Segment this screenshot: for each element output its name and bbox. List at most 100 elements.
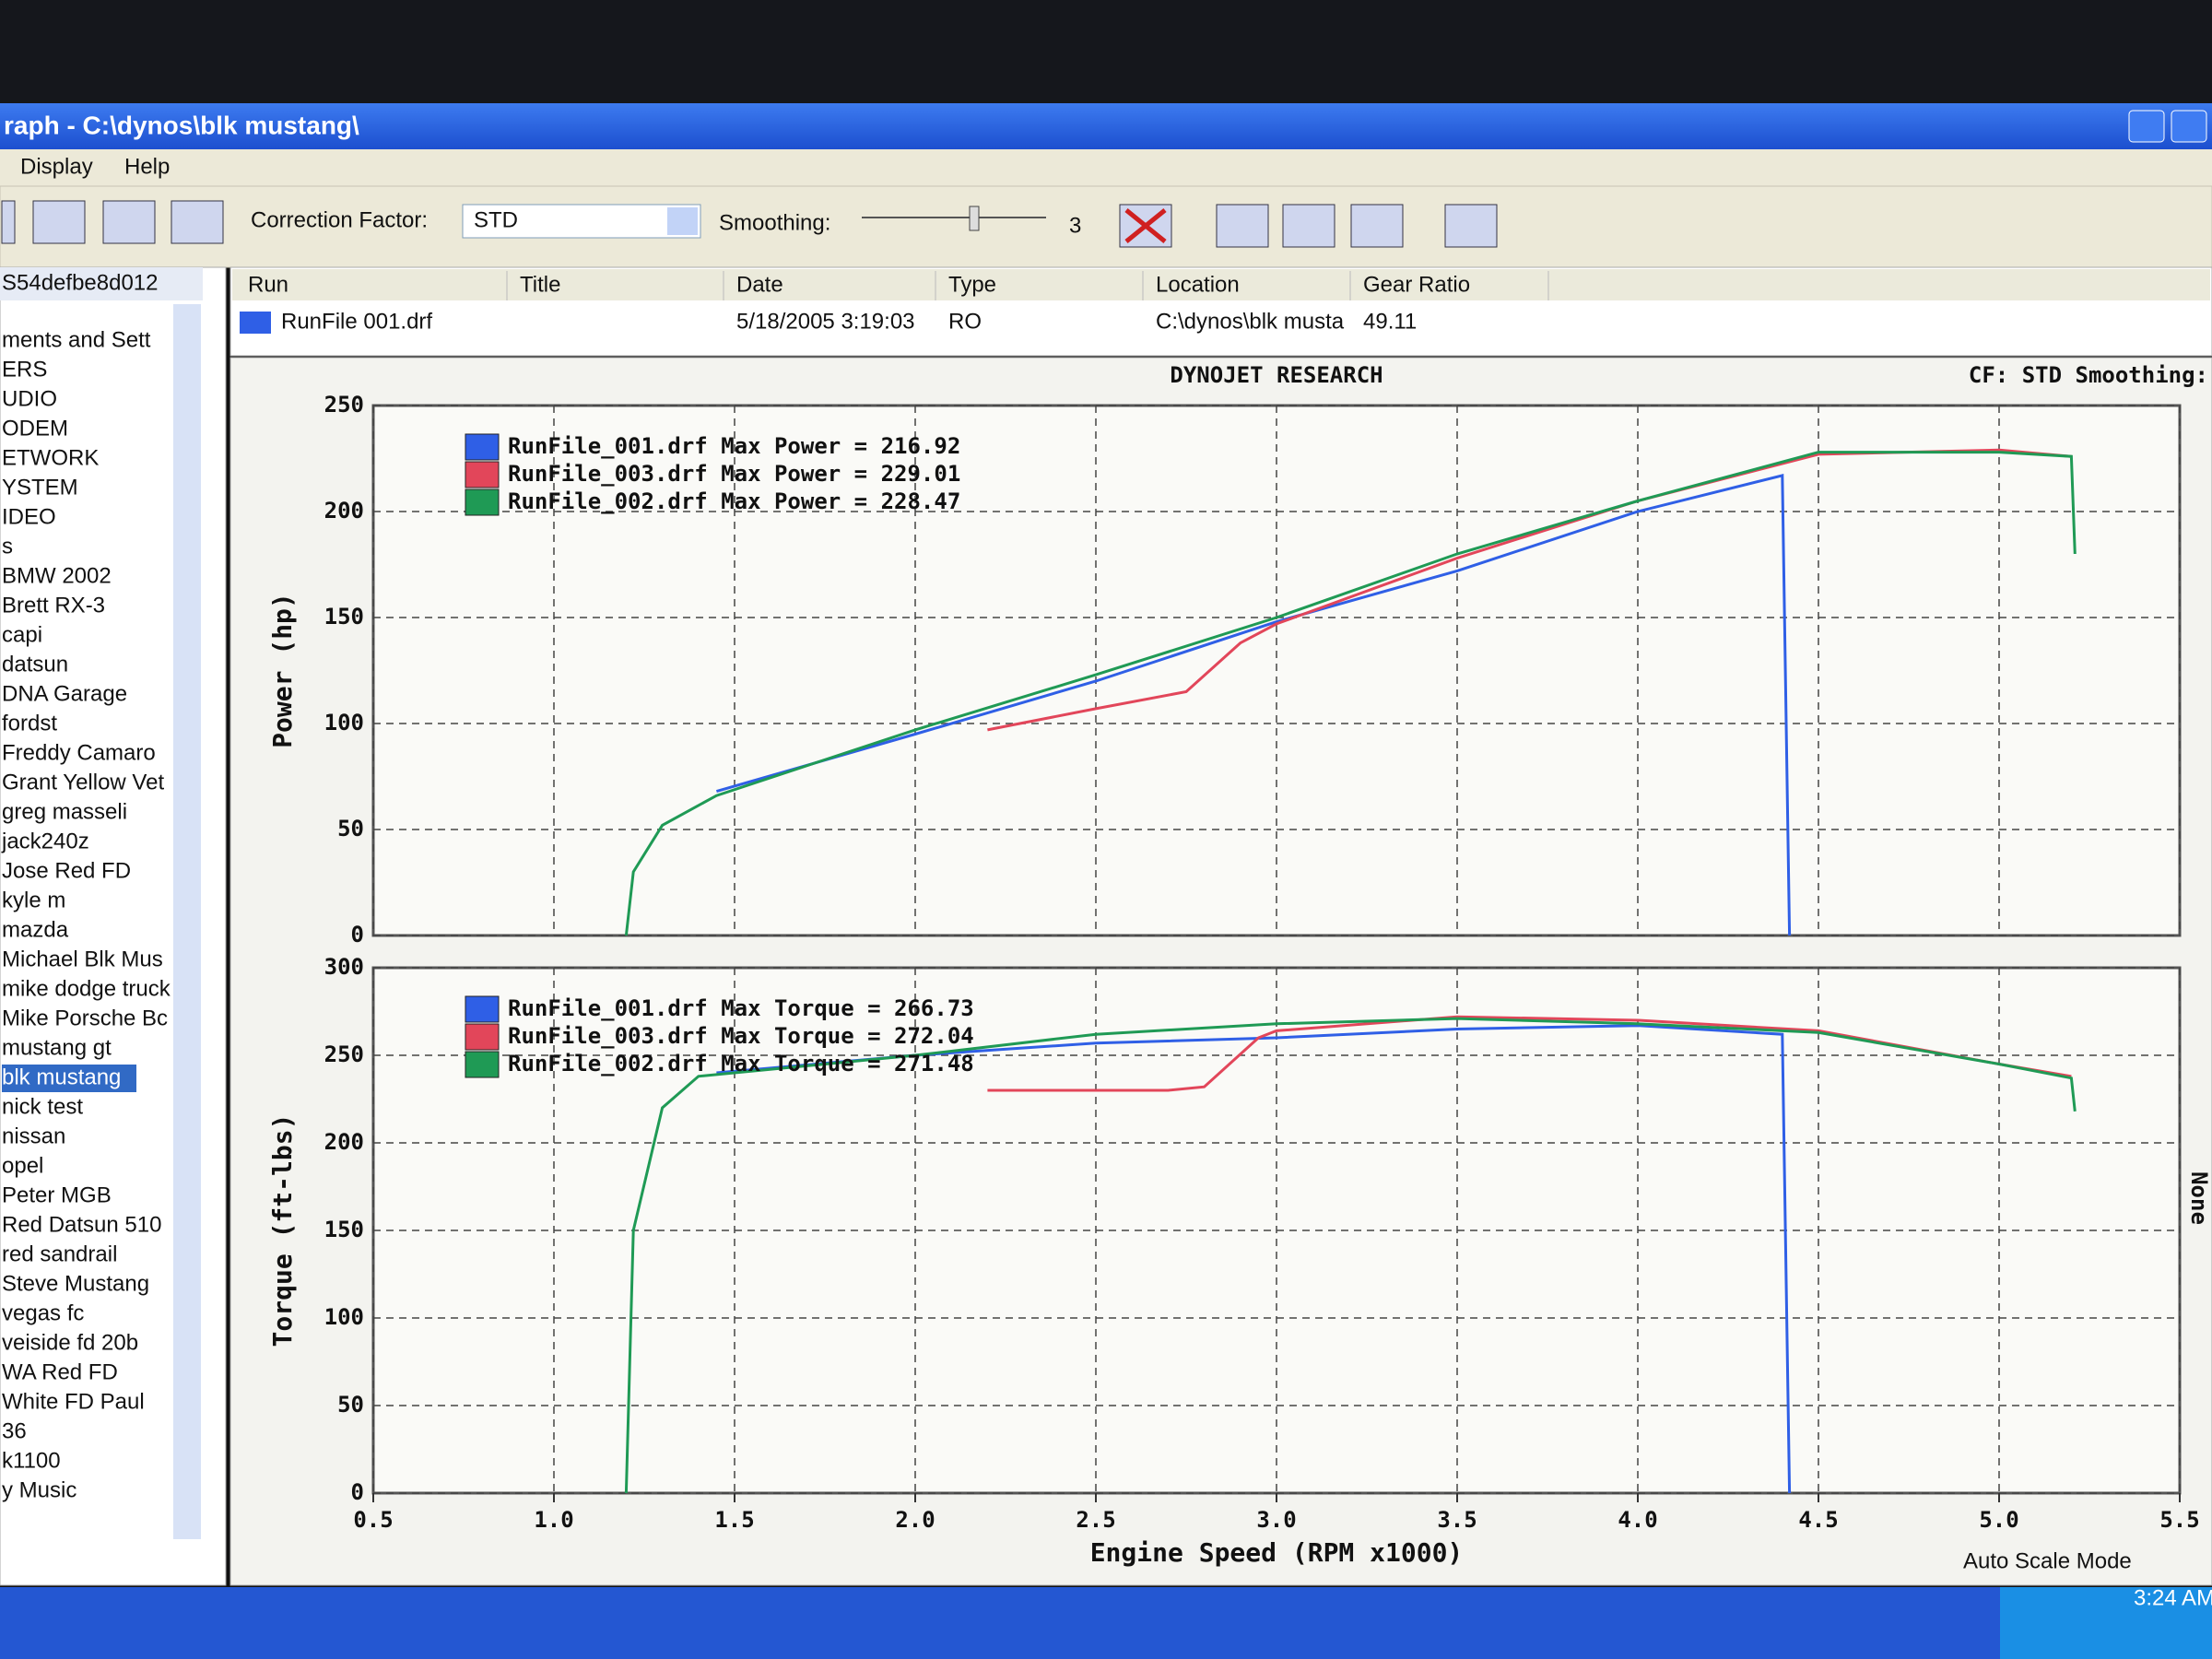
tree-item[interactable]: Michael Blk Mus — [2, 947, 163, 971]
x-tick-label: 2.0 — [895, 1507, 935, 1533]
tree-item[interactable]: Freddy Camaro — [2, 740, 156, 765]
tree-item[interactable]: 36 — [2, 1418, 27, 1443]
tree-item[interactable]: opel — [2, 1153, 43, 1178]
tree-item[interactable]: DNA Garage — [2, 681, 127, 706]
x-axis-label: Engine Speed (RPM x1000) — [1090, 1537, 1464, 1568]
tree-item[interactable]: Peter MGB — [2, 1182, 112, 1207]
table-header-bg — [232, 269, 2210, 300]
tool-icon[interactable] — [1, 200, 16, 244]
tree-item[interactable]: ODEM — [2, 416, 68, 441]
tree-item[interactable]: ETWORK — [2, 445, 99, 470]
tree-item[interactable]: Brett RX-3 — [2, 593, 105, 618]
legend-entry: RunFile_003.drf Max Power = 229.01 — [508, 461, 960, 487]
tree-item[interactable]: jack240z — [1, 829, 89, 853]
y-tick-label: 250 — [324, 1041, 364, 1067]
tree-item[interactable]: mike dodge truck — [2, 976, 171, 1001]
tool-icon[interactable] — [1282, 204, 1335, 248]
tree-item[interactable]: y Music — [2, 1477, 76, 1502]
y-tick-label: 0 — [351, 1479, 364, 1505]
tree-item[interactable]: IDEO — [2, 504, 56, 529]
tree-item[interactable]: Jose Red FD — [2, 858, 131, 883]
tree-item[interactable]: nissan — [2, 1124, 65, 1148]
series-line — [716, 1024, 1792, 1494]
tree-item[interactable]: WA Red FD — [2, 1359, 118, 1384]
column-header[interactable]: Type — [948, 272, 996, 297]
tool-icon[interactable] — [1350, 204, 1404, 248]
tree-header: S54defbe8d012 — [2, 270, 159, 295]
tree-item[interactable]: ments and Sett — [2, 327, 151, 352]
minimize-button[interactable] — [2128, 110, 2165, 143]
legend-entry: RunFile_001.drf Max Torque = 266.73 — [508, 995, 974, 1021]
auto-scale-mode: Auto Scale Mode — [1963, 1548, 2132, 1573]
menu-bar — [0, 149, 2212, 186]
tree-item[interactable]: nick test — [2, 1094, 83, 1119]
tree-item[interactable]: capi — [2, 622, 42, 647]
tree-selection — [2, 1065, 136, 1092]
menu-item[interactable]: Display — [20, 154, 93, 179]
clock: 3:24 AM — [2134, 1585, 2212, 1610]
tree-item[interactable]: s — [2, 534, 13, 559]
delete-icon — [1124, 208, 1167, 243]
tree-item[interactable]: mustang gt — [2, 1035, 112, 1060]
correction-label: Correction Factor: — [251, 207, 428, 232]
tree-item[interactable]: k1100 — [2, 1448, 61, 1473]
menu-item[interactable]: Help — [124, 154, 170, 179]
tree-item[interactable]: blk mustang — [2, 1065, 121, 1089]
tree-item[interactable]: Mike Porsche Bc — [2, 1006, 168, 1030]
tool-icon[interactable] — [102, 200, 156, 244]
tree-item[interactable]: kyle m — [2, 888, 65, 912]
tool-icon[interactable] — [171, 200, 224, 244]
y-tick-label: 150 — [324, 604, 364, 629]
column-header[interactable]: Gear Ratio — [1363, 272, 1470, 297]
window-title: raph - C:\dynos\blk mustang\ — [4, 111, 359, 139]
tree-item[interactable]: vegas fc — [2, 1300, 84, 1325]
series-line — [624, 1017, 2077, 1494]
side-label: None — [2186, 1171, 2212, 1225]
tree-item[interactable]: White FD Paul — [2, 1389, 145, 1414]
x-tick-label: 4.0 — [1618, 1507, 1657, 1533]
tree-item[interactable]: red sandrail — [2, 1241, 117, 1266]
tree-item[interactable]: Steve Mustang — [2, 1271, 149, 1296]
legend-swatch — [465, 1051, 500, 1078]
legend-entry: RunFile_001.drf Max Power = 216.92 — [508, 433, 960, 459]
column-header[interactable]: Run — [248, 272, 288, 297]
y-tick-label: 250 — [324, 392, 364, 418]
correction-dropdown[interactable] — [462, 204, 701, 239]
tree-item[interactable]: Red Datsun 510 — [2, 1212, 161, 1237]
legend-swatch — [465, 995, 500, 1023]
tree-item[interactable]: ERS — [2, 357, 47, 382]
toolbar — [0, 185, 2212, 268]
table-cell: RO — [948, 309, 982, 334]
series-line — [715, 473, 1792, 936]
restore-button[interactable] — [2171, 110, 2207, 143]
tree-item[interactable]: UDIO — [2, 386, 57, 411]
tool-icon[interactable] — [1216, 204, 1269, 248]
tree-item[interactable]: fordst — [2, 711, 57, 735]
y-tick-label: 50 — [337, 816, 364, 841]
column-header[interactable]: Title — [520, 272, 560, 297]
column-header[interactable]: Location — [1156, 272, 1240, 297]
tree-item[interactable]: datsun — [2, 652, 68, 677]
x-tick-label: 5.0 — [1979, 1507, 2018, 1533]
column-header[interactable]: Date — [736, 272, 783, 297]
table-cell: 49.11 — [1363, 309, 1417, 334]
tree-item[interactable]: YSTEM — [2, 475, 78, 500]
chart-header-right: CF: STD Smoothing: — [1969, 362, 2208, 388]
correction-value: STD — [474, 207, 518, 232]
tool-icon[interactable] — [1444, 204, 1498, 248]
dropdown-arrow[interactable] — [667, 207, 698, 235]
y-tick-label: 300 — [324, 954, 364, 980]
scrollbar[interactable] — [173, 304, 201, 1539]
slider-thumb[interactable] — [969, 206, 980, 231]
tree-item[interactable]: veiside fd 20b — [2, 1330, 138, 1355]
legend-entry: RunFile_002.drf Max Torque = 271.48 — [508, 1051, 974, 1077]
x-tick-label: 1.0 — [534, 1507, 573, 1533]
tree-item[interactable]: Grant Yellow Vet — [2, 770, 164, 794]
tool-icon[interactable] — [32, 200, 86, 244]
y-axis-label: Power (hp) — [267, 593, 298, 748]
tree-item[interactable]: BMW 2002 — [2, 563, 112, 588]
legend-swatch — [465, 433, 500, 461]
tree-item[interactable]: mazda — [2, 917, 69, 942]
y-tick-label: 50 — [337, 1392, 364, 1418]
tree-item[interactable]: greg masseli — [2, 799, 127, 824]
